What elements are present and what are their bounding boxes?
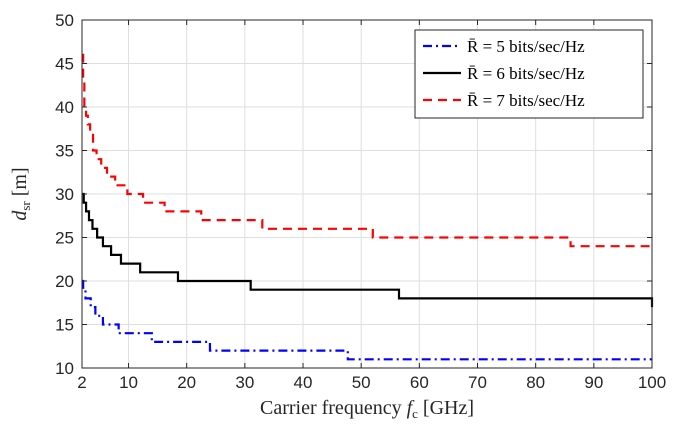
x-tick-label: 40	[294, 373, 313, 392]
y-tick-label: 40	[55, 98, 74, 117]
x-tick-label: 20	[177, 373, 196, 392]
series-line-2	[82, 192, 654, 308]
y-tick-label: 10	[55, 359, 74, 378]
series-line-3	[82, 53, 652, 248]
x-tick-label: 30	[235, 373, 254, 392]
x-tick-label: 50	[352, 373, 371, 392]
x-tick-label: 60	[410, 373, 429, 392]
legend-label: R̄ = 7 bits/sec/Hz	[467, 91, 585, 110]
x-tick-label: 90	[584, 373, 603, 392]
legend-box	[414, 29, 644, 119]
y-tick-label: 15	[55, 316, 74, 335]
y-tick-label: 50	[55, 11, 74, 30]
y-tick-label: 35	[55, 142, 74, 161]
x-axis-label: Carrier frequency fc [GHz]	[260, 397, 474, 421]
y-tick-label: 20	[55, 272, 74, 291]
legend: R̄ = 5 bits/sec/Hz R̄ = 6 bits/sec/Hz R̄ =…	[414, 29, 644, 119]
x-axis-ticks: 2 10 20 30 40 50 60 70 80 90 100	[77, 20, 666, 392]
x-tick-label: 2	[77, 373, 86, 392]
legend-label: R̄ = 5 bits/sec/Hz	[467, 37, 585, 56]
legend-label: R̄ = 6 bits/sec/Hz	[467, 64, 585, 83]
x-tick-label: 10	[119, 373, 138, 392]
series-layer	[82, 53, 654, 361]
x-tick-label: 70	[468, 373, 487, 392]
y-axis-label: dsr [m]	[9, 167, 33, 220]
y-tick-label: 25	[55, 229, 74, 248]
y-tick-label: 30	[55, 185, 74, 204]
series-line-1	[82, 279, 652, 361]
y-axis-ticks: 10 15 20 25 30 35 40 45 50	[55, 11, 652, 378]
y-tick-label: 45	[55, 55, 74, 74]
x-tick-label: 100	[638, 373, 666, 392]
x-tick-label: 80	[526, 373, 545, 392]
